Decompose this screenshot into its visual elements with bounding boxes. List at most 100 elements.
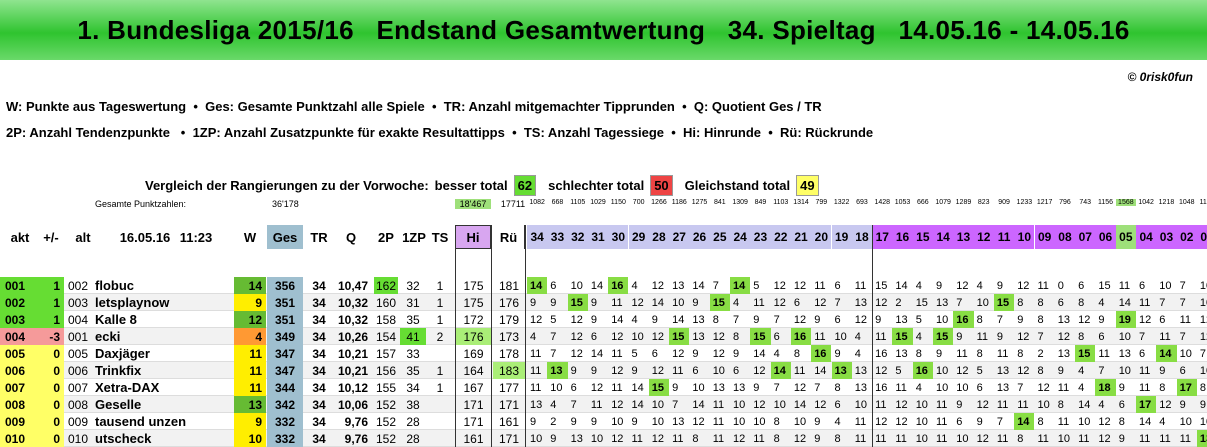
quotient: 10,21 (337, 346, 368, 361)
round-points: 12 (753, 398, 766, 411)
round-points: 11 (1179, 432, 1192, 445)
first-half: 161 (463, 431, 484, 446)
rounds-played: 34 (312, 278, 326, 293)
quotient: 10,26 (337, 329, 368, 344)
col-header-round-04: 04 (1136, 225, 1157, 249)
round-points: 0 (1057, 279, 1064, 292)
col-header-ges: Ges (267, 225, 303, 249)
round-points: 13 (672, 415, 685, 428)
title-bar: 1. Bundesliga 2015/16 Endstand Gesamtwer… (0, 0, 1207, 60)
player-name: ecki (95, 329, 121, 344)
round-points: 6 (590, 330, 598, 343)
round-points: 8 (834, 432, 841, 445)
round-points: 12 (875, 296, 888, 309)
day-points: 12 (234, 311, 266, 328)
round-points: 8 (1118, 415, 1125, 428)
first-half: 164 (463, 363, 484, 378)
round-points: 8 (773, 415, 780, 428)
round-points: 11 (1139, 381, 1151, 394)
round-points: 14 (692, 279, 705, 292)
round-points: 17 (1136, 396, 1157, 413)
round-points: 11 (672, 364, 684, 377)
round-points: 9 (1118, 381, 1125, 394)
round-points: 7 (1098, 364, 1105, 377)
round-points: 9 (1118, 432, 1125, 445)
player-name: Xetra-DAX (95, 380, 160, 395)
round-points: 4 (834, 415, 841, 428)
col-header-round-06: 06 (1095, 225, 1116, 249)
col-header-alt: alt (75, 229, 91, 245)
round-points: 7 (773, 313, 780, 326)
round-points: 11 (996, 398, 1009, 411)
quotient: 10,32 (337, 312, 368, 327)
round-points: 4 (1078, 381, 1085, 394)
round-points: 8 (712, 313, 719, 326)
rank-change: -3 (36, 328, 64, 345)
round-total: 796 (1059, 199, 1071, 206)
round-points: 4 (854, 347, 861, 360)
round-points: 8 (1017, 296, 1024, 309)
round-points: 11 (1118, 279, 1131, 292)
round-points: 7 (773, 381, 780, 394)
round-points: 10 (1199, 415, 1207, 428)
round-points: 11 (590, 398, 603, 411)
day-wins (428, 396, 452, 413)
round-points: 14 (1118, 296, 1131, 309)
round-points: 11 (611, 381, 623, 394)
round-total: 841 (713, 199, 726, 206)
round-points: 8 (1017, 347, 1024, 360)
round-points: 7 (1139, 330, 1146, 343)
round-points: 10 (793, 415, 807, 428)
round-total: 1314 (793, 199, 809, 206)
round-total: 909 (998, 199, 1010, 206)
first-half: 175 (463, 295, 484, 310)
round-points: 8 (1199, 381, 1207, 394)
col-header-round-07: 07 (1075, 225, 1096, 249)
round-points: 10 (753, 415, 766, 428)
first-half: 167 (463, 380, 484, 395)
rank-akt: 006 (0, 362, 36, 379)
round-points: 9 (996, 279, 1004, 292)
round-points: 14 (753, 347, 766, 360)
first-half: 169 (463, 346, 484, 361)
round-points: 9 (753, 313, 760, 326)
round-points: 16 (608, 277, 629, 294)
round-points: 10 (590, 432, 604, 445)
legend-line-1: W: Punkte aus Tageswertung • Ges: Gesamt… (6, 99, 822, 114)
round-points: 12 (1037, 381, 1050, 394)
col-header-q: Q (345, 229, 357, 245)
round-points: 12 (1139, 313, 1152, 326)
round-points: 12 (631, 296, 644, 309)
round-total: 1053 (894, 199, 911, 206)
quotient: 9,76 (344, 431, 368, 446)
round-points: 8 (1037, 313, 1044, 326)
round-points: 11 (1098, 347, 1110, 360)
second-half: 179 (498, 312, 520, 327)
rank-alt: 005 (68, 346, 89, 361)
col-header-round-10: 10 (1014, 225, 1035, 249)
round-points: 4 (915, 381, 922, 394)
round-points: 4 (915, 279, 922, 292)
rank-change: 1 (36, 311, 64, 328)
round-points: 4 (854, 330, 861, 343)
round-points: 12 (611, 398, 624, 411)
round-points: 12 (854, 313, 868, 326)
round-points: 11 (854, 415, 867, 428)
round-points: 6 (956, 415, 963, 428)
round-points: 12 (793, 279, 807, 292)
round-points: 12 (651, 279, 665, 292)
round-points: 9 (550, 432, 557, 445)
round-total: 849 (754, 199, 767, 206)
round-points: 12 (712, 330, 725, 343)
round-total: 668 (551, 199, 564, 206)
round-points: 8 (1078, 330, 1085, 343)
tendency-points: 152 (375, 414, 397, 429)
second-half: 173 (498, 329, 520, 344)
round-points: 14 (527, 277, 548, 294)
rounds-played: 34 (312, 346, 326, 361)
worse-label: schlechter total (548, 177, 645, 193)
round-points: 12 (570, 347, 583, 360)
round-points: 12 (875, 415, 888, 428)
round-points: 11 (1078, 432, 1090, 445)
round-points: 9 (996, 330, 1004, 343)
